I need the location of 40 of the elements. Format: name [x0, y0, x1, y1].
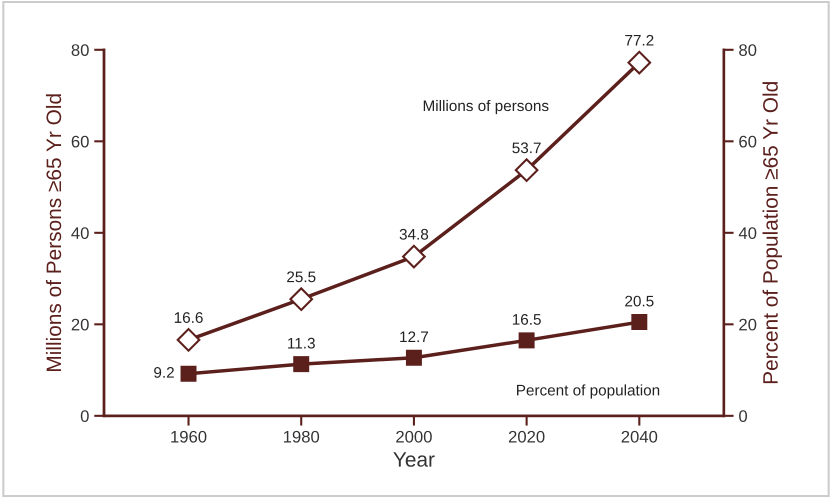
data-label: 16.6 — [174, 312, 203, 323]
point — [631, 314, 648, 330]
point — [406, 350, 422, 366]
data-label: 20.5 — [625, 296, 654, 307]
point — [627, 50, 652, 74]
y2-tick-label: 0 — [739, 410, 748, 422]
x-tick-label: 2020 — [508, 430, 545, 443]
y-tick-label: 40 — [71, 227, 89, 240]
y-tick-label: 20 — [72, 318, 89, 331]
y2-axis-title: Percent of Population ≥65 Yr Old — [762, 82, 782, 384]
data-label: 34.8 — [400, 228, 428, 240]
text: Percent of population — [517, 384, 660, 399]
point — [293, 356, 310, 372]
point — [289, 287, 314, 312]
data-label: 53.7 — [512, 142, 541, 154]
y-tick-label: 0 — [80, 410, 89, 422]
point — [176, 328, 200, 352]
y2-tick-label: 80 — [739, 44, 756, 56]
point — [180, 366, 197, 382]
data-label: 77.2 — [625, 34, 654, 46]
point — [514, 158, 538, 182]
x-axis-title: Year — [393, 452, 435, 467]
y-axis-title: Millions of Persons ≥65 Yr Old — [46, 94, 62, 371]
data-label: 16.5 — [512, 314, 541, 325]
x-tick-label: 2000 — [396, 430, 432, 443]
series-label: Millions of persons — [424, 100, 548, 114]
data-label: 25.5 — [287, 271, 316, 282]
y2-tick-label: 20 — [739, 318, 756, 331]
data-label: 9.2 — [154, 367, 174, 378]
y2-tick-label: 60 — [739, 136, 756, 148]
y-tick-label: 60 — [72, 136, 89, 148]
data-label: 12.7 — [400, 331, 428, 342]
x-tick-label: 1960 — [171, 430, 206, 443]
x-tick-label: 2040 — [622, 430, 658, 443]
y2-tick-label: 40 — [738, 227, 756, 240]
point — [402, 244, 426, 268]
x-tick-label: 1980 — [284, 430, 320, 443]
point — [518, 332, 535, 348]
data-label: 11.3 — [288, 338, 315, 349]
y-tick-label: 80 — [72, 44, 89, 56]
